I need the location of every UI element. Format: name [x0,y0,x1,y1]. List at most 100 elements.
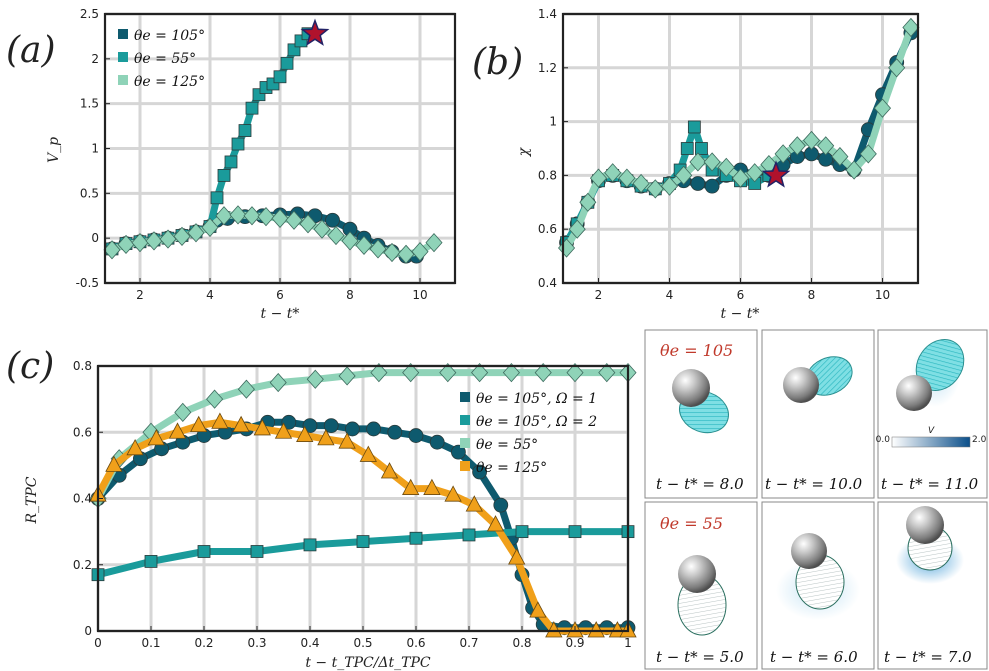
data-point [168,422,187,439]
x-axis-label: t − t_TPC/Δt_TPC [305,655,431,671]
data-point [689,152,707,172]
y-tick-label: 1.4 [538,7,557,21]
data-point [383,242,401,263]
data-point [103,240,121,260]
colorbar [891,436,971,448]
x-tick-label: 8 [346,288,354,302]
data-point [325,212,340,228]
data-point [568,219,586,239]
data-point [774,144,792,164]
data-point [515,525,529,539]
y-tick-label: 0 [84,624,92,638]
data-point [534,363,552,383]
y-tick-label: 0.4 [73,492,92,506]
star-marker [761,160,791,188]
y-tick-label: 2.5 [80,7,99,21]
data-point [429,434,445,450]
data-point [589,168,608,188]
snapshot-row2-title: θe = 55 [660,514,723,533]
data-point [450,444,466,460]
x-tick-label: 8 [808,288,816,302]
data-point [444,485,462,502]
x-tick-label: 0.9 [565,636,584,650]
snapshot-3: V 0.0 2.0 t − t* = 11.0 [876,329,988,499]
data-point [224,155,238,169]
x-tick-label: 2 [136,288,144,302]
data-point [859,144,877,164]
y-tick-label: 2 [91,52,99,66]
x-tick-label: 0 [94,636,102,650]
data-point [323,418,339,434]
particle-sphere [896,375,932,411]
data-point [210,191,224,205]
data-point [439,363,457,383]
y-tick-label: 0.5 [80,186,99,200]
data-point [197,545,211,558]
data-point [341,231,359,251]
panel-label-c: (c) [6,346,54,387]
y-tick-label: 0.8 [538,168,557,182]
data-point [238,124,252,137]
x-tick-label: 0.3 [247,636,266,650]
data-point [545,621,563,638]
data-point [274,422,293,439]
data-point [717,157,735,177]
legend-label: θe = 55° [134,51,196,67]
x-tick-label: 4 [666,288,674,302]
data-point [285,210,303,230]
panel-label-b: (b) [472,42,523,83]
data-point [344,421,360,437]
y-tick-label: 1.2 [538,61,557,75]
data-point [359,445,377,462]
snapshot-caption: t − t* = 11.0 [881,475,979,493]
data-point [271,208,289,229]
data-point [229,205,247,225]
data-point [280,56,294,70]
snapshot-caption: t − t* = 5.0 [656,648,744,666]
data-point [237,379,255,399]
data-point [704,178,720,194]
x-tick-label: 0.1 [141,636,160,650]
data-point [703,152,721,172]
data-point [618,168,636,188]
legend-swatch [460,438,470,448]
y-tick-label: 0.6 [538,222,557,236]
colorbar-max: 2.0 [972,435,987,445]
data-point [675,165,693,186]
snapshot-caption: t − t* = 7.0 [884,648,972,666]
x-tick-label: 0.8 [512,636,531,650]
data-point [695,142,708,155]
data-point [888,58,906,78]
data-point [690,176,706,191]
data-point [746,163,764,183]
x-tick-label: 0.4 [300,636,319,650]
x-tick-label: 0.2 [194,636,213,650]
legend-label: θe = 105° [134,28,205,44]
data-point [245,101,259,115]
data-point [873,98,892,118]
data-point [408,428,424,443]
snapshot-row1-title: θe = 105 [660,341,733,360]
data-point [338,366,356,386]
data-point [646,179,664,199]
data-point [145,231,163,251]
data-point [190,415,208,433]
y-tick-label: 1.5 [80,97,99,111]
x-tick-label: 6 [276,288,284,302]
x-axis-label: t − t* [261,306,300,322]
data-point [471,363,489,383]
data-point [902,17,920,38]
data-point [273,70,287,84]
data-point [508,548,526,565]
chart-c: 0 0.1 0.2 0.3 0.4 0.5 0.6 0.7 0.8 0.9 1 0 0.2 0.4 0.6 0… [24,359,637,671]
data-point [250,545,264,558]
data-point [802,130,821,151]
data-point [173,226,191,246]
y-tick-label: 1 [91,142,99,156]
x-tick-label: 6 [737,288,745,302]
y-axis-label: χ [516,146,532,157]
y-tick-label: 0 [91,231,99,245]
particle-sphere [678,555,716,593]
x-tick-label: 0.7 [459,636,478,650]
